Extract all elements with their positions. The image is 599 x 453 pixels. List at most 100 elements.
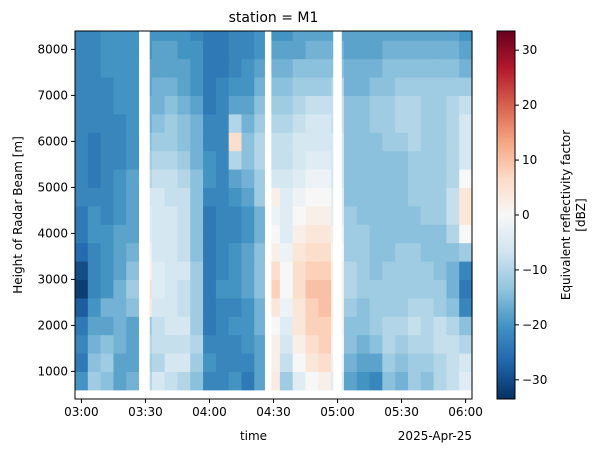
heatmap-cell	[420, 261, 435, 280]
heatmap-cell	[241, 224, 255, 244]
heatmap-cell	[279, 297, 294, 317]
heatmap-cell	[75, 187, 89, 207]
heatmap-cell	[126, 316, 140, 336]
heatmap-cell	[318, 169, 332, 188]
heatmap-cell	[254, 334, 268, 354]
heatmap-cell	[343, 58, 358, 78]
heatmap-cell	[395, 77, 409, 96]
heatmap-cell	[75, 150, 89, 170]
heatmap-cell	[75, 261, 89, 280]
heatmap-cell	[228, 316, 243, 336]
heatmap-cell	[407, 150, 422, 170]
heatmap-cell	[190, 95, 204, 115]
colorbar-tick-label: −20	[522, 318, 547, 332]
heatmap-cell	[177, 224, 191, 244]
heatmap-cell	[382, 58, 396, 78]
heatmap-cell	[318, 150, 332, 170]
heatmap-cell	[343, 40, 358, 60]
heatmap-cell	[241, 205, 255, 225]
heatmap-cell	[113, 31, 127, 41]
heatmap-cell	[446, 371, 460, 391]
heatmap-cell	[241, 40, 255, 60]
heatmap-cell	[87, 297, 102, 317]
heatmap-cell	[369, 205, 383, 225]
heatmap-cell	[395, 279, 409, 299]
heatmap-cell	[433, 150, 447, 170]
heatmap-cell	[100, 77, 115, 96]
heatmap-cell	[190, 334, 204, 354]
colorbar-ticks: −30 −20 −10 0 10 20 30	[515, 43, 547, 387]
heatmap-cell	[446, 169, 460, 188]
heatmap-cell	[151, 31, 166, 41]
heatmap-cell	[75, 224, 89, 244]
heatmap-cell	[100, 150, 115, 170]
heatmap-cell	[356, 371, 371, 391]
heatmap-cell	[203, 297, 217, 317]
heatmap-cell	[75, 77, 89, 96]
heatmap-cell	[177, 58, 191, 78]
heatmap-cell	[459, 150, 473, 170]
heatmap-cell	[356, 242, 371, 262]
heatmap-cell	[254, 297, 268, 317]
heatmap-cell	[433, 242, 447, 262]
heatmap-cell	[446, 242, 460, 262]
heatmap-cell	[241, 242, 255, 262]
heatmap-cell	[164, 316, 179, 336]
heatmap-cell	[113, 279, 127, 299]
heatmap-cell	[407, 224, 422, 244]
heatmap-cell	[177, 31, 191, 41]
heatmap-cell	[87, 353, 102, 372]
heatmap-cell	[113, 242, 127, 262]
heatmap-cell	[305, 205, 319, 225]
heatmap-cell	[87, 187, 102, 207]
heatmap-cell	[215, 371, 230, 391]
heatmap-cell	[100, 261, 115, 280]
heatmap-cell	[151, 150, 166, 170]
heatmap-cell	[241, 279, 255, 299]
heatmap-cell	[433, 40, 447, 60]
heatmap-cell	[254, 132, 268, 152]
heatmap-cell	[292, 261, 307, 280]
heatmap-cell	[151, 242, 166, 262]
heatmap-cell	[113, 371, 127, 391]
heatmap-cell	[190, 353, 204, 372]
heatmap-cell	[446, 40, 460, 60]
heatmap-cell	[228, 187, 243, 207]
heatmap-cell	[433, 113, 447, 133]
heatmap-cell	[356, 40, 371, 60]
heatmap-cell	[395, 205, 409, 225]
heatmap-cell	[113, 261, 127, 280]
heatmap-cell	[369, 187, 383, 207]
heatmap-cell	[459, 58, 473, 78]
heatmap-cell	[318, 31, 332, 41]
heatmap-cell	[446, 77, 460, 96]
heatmap-cell	[177, 77, 191, 96]
heatmap-cell	[87, 334, 102, 354]
heatmap-cell	[100, 334, 115, 354]
colorbar-tick-label: 10	[522, 153, 537, 167]
heatmap-cell	[100, 297, 115, 317]
y-tick-label: 3000	[37, 272, 68, 286]
heatmap-cell	[203, 242, 217, 262]
heatmap-cell	[100, 95, 115, 115]
heatmap-cell	[177, 187, 191, 207]
heatmap-cell	[75, 113, 89, 133]
heatmap-cell	[190, 205, 204, 225]
heatmap-cell	[433, 353, 447, 372]
heatmap-cell	[190, 242, 204, 262]
heatmap-cell	[395, 242, 409, 262]
heatmap-cell	[113, 316, 127, 336]
heatmap-cell	[407, 205, 422, 225]
heatmap-cell	[279, 150, 294, 170]
heatmap-cell	[190, 31, 204, 41]
heatmap-cell	[126, 353, 140, 372]
heatmap-cell	[446, 132, 460, 152]
heatmap-cell	[177, 353, 191, 372]
heatmap-cell	[87, 113, 102, 133]
heatmap-cell	[241, 353, 255, 372]
heatmap-cell	[75, 95, 89, 115]
heatmap-cell	[433, 371, 447, 391]
heatmap-cell	[446, 261, 460, 280]
heatmap-cell	[75, 169, 89, 188]
heatmap-cell	[215, 242, 230, 262]
